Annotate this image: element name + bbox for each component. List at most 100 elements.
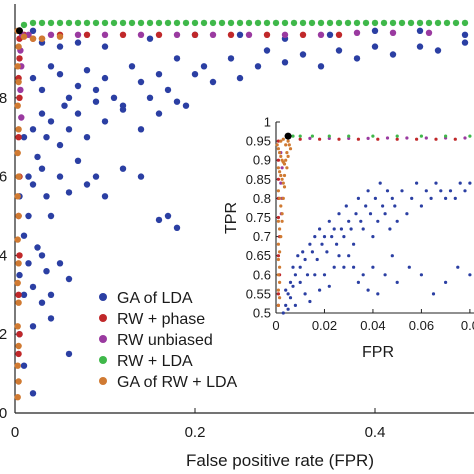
data-point <box>47 19 55 27</box>
inset-data-point <box>276 166 280 170</box>
data-point <box>43 134 50 141</box>
inset-series-highlight <box>284 132 292 140</box>
data-point <box>461 31 469 38</box>
inset-y-axis-label: TPR <box>223 202 240 234</box>
inset-data-point <box>276 254 280 258</box>
data-point <box>128 63 136 70</box>
data-point <box>15 173 22 180</box>
inset-data-point <box>298 265 302 269</box>
data-point <box>191 71 199 78</box>
data-point <box>16 252 23 259</box>
inset-data-point <box>284 143 288 147</box>
inset-data-point <box>390 196 394 200</box>
inset-data-point <box>381 204 385 208</box>
legend-marker <box>99 335 107 343</box>
data-point <box>47 118 55 125</box>
data-point <box>137 19 145 27</box>
inset-data-point <box>303 257 307 262</box>
inset-data-point <box>327 134 331 138</box>
inset-data-point <box>285 166 289 170</box>
data-point <box>155 19 163 27</box>
inset-data-point <box>468 134 472 138</box>
data-point <box>335 47 343 54</box>
series-rw-lda <box>20 19 469 29</box>
data-point <box>182 102 190 109</box>
inset-data-point <box>281 181 285 185</box>
inset-data-point <box>279 154 283 158</box>
inset-data-point <box>429 196 433 200</box>
data-point <box>74 19 82 27</box>
data-point <box>74 31 82 38</box>
data-point <box>65 189 73 196</box>
inset-data-point <box>278 265 282 269</box>
data-point <box>434 19 442 27</box>
inset-data-point <box>276 215 280 220</box>
inset-data-point <box>337 254 341 258</box>
data-point <box>20 134 28 141</box>
data-point <box>20 21 28 29</box>
data-point <box>434 47 442 54</box>
inset-data-point <box>276 139 280 143</box>
data-point <box>15 378 22 385</box>
inset-data-point <box>286 292 290 296</box>
data-point <box>137 126 145 133</box>
data-point <box>416 19 424 27</box>
inset-data-point <box>282 185 287 189</box>
data-point <box>227 31 235 38</box>
data-point <box>155 216 163 224</box>
data-point <box>74 39 82 46</box>
inset-data-point <box>378 181 382 185</box>
y-tick-label: 2 <box>0 326 7 343</box>
inset-data-point <box>276 189 280 193</box>
inset-data-point <box>327 136 331 140</box>
inset-data-point <box>371 235 375 239</box>
data-point <box>15 299 22 306</box>
data-point <box>146 35 154 42</box>
inset-data-point <box>361 273 365 277</box>
inset-data-point <box>332 265 336 269</box>
inset-data-point <box>405 212 409 216</box>
inset-data-point <box>468 181 472 185</box>
inset-data-point <box>332 227 336 231</box>
data-point <box>209 78 217 86</box>
y-tick-label: 6 <box>0 169 7 186</box>
data-point <box>65 126 73 133</box>
series-ga-of-lda <box>16 27 469 397</box>
inset-data-point <box>275 143 279 147</box>
inset-data-point <box>339 227 343 231</box>
inset-data-point <box>368 212 373 216</box>
inset-y-tick-label: 1 <box>264 115 271 130</box>
data-point <box>281 31 289 38</box>
data-point <box>200 19 208 27</box>
data-point <box>14 279 21 287</box>
data-point <box>34 153 41 161</box>
x-tick-label: 0.2 <box>185 424 206 441</box>
data-point <box>407 19 415 27</box>
data-point <box>43 193 50 200</box>
inset-y-tick-label: 0.9 <box>253 153 271 168</box>
data-point <box>227 19 235 27</box>
inset-data-point <box>284 158 288 162</box>
inset-data-point <box>293 303 297 307</box>
data-point <box>56 173 64 180</box>
data-point <box>209 31 217 38</box>
y-tick-label: 4 <box>0 247 7 264</box>
data-point <box>65 275 73 283</box>
data-point <box>47 212 55 220</box>
inset-data-point <box>388 227 392 231</box>
data-point <box>14 102 21 109</box>
inset-data-point <box>376 292 380 296</box>
inset-data-point <box>284 132 292 140</box>
inset-data-point <box>376 137 380 141</box>
data-point <box>272 19 280 27</box>
data-point <box>362 19 370 27</box>
data-point <box>14 362 21 369</box>
inset-data-point <box>279 139 283 143</box>
inset-data-point <box>400 189 404 193</box>
data-point <box>56 260 64 267</box>
data-point <box>119 31 127 38</box>
inset-data-point <box>286 307 290 311</box>
inset-data-point <box>453 137 457 141</box>
inset-data-point <box>444 134 448 138</box>
legend-label: RW + phase <box>117 311 205 328</box>
